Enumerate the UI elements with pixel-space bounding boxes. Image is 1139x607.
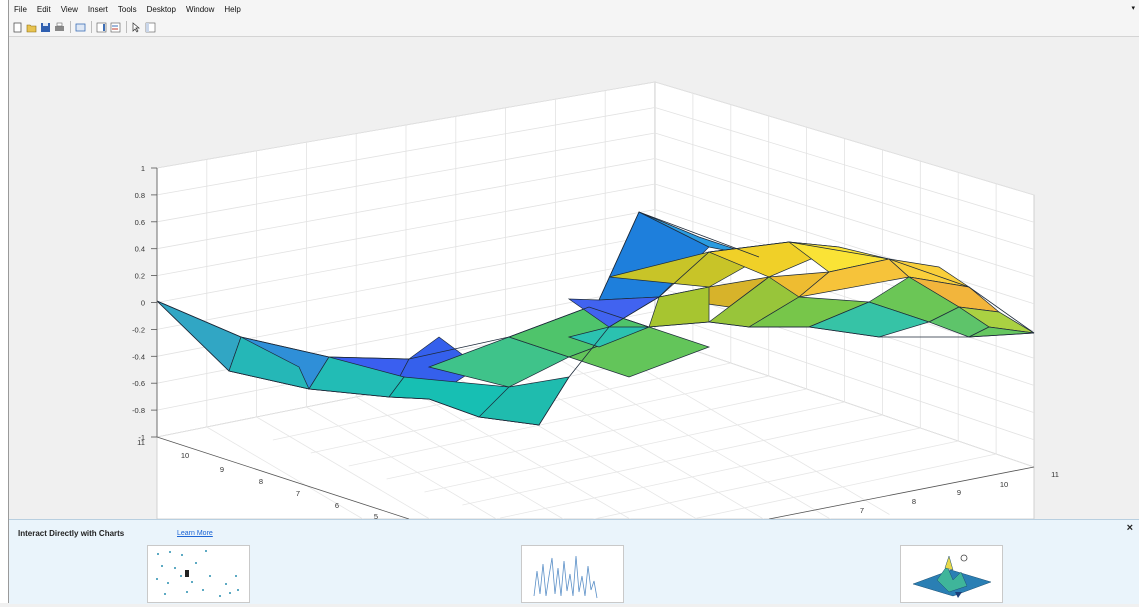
floor-grid-line (386, 388, 807, 480)
toolbar-separator (126, 21, 127, 33)
learn-more-link[interactable]: Learn More (177, 530, 213, 537)
z-grid-line (156, 132, 1035, 250)
menu-edit[interactable]: Edit (36, 4, 51, 14)
toolbar-separator (91, 21, 92, 33)
floor-grid-line (306, 406, 498, 519)
floor-grid-line (355, 396, 565, 519)
z-tick-label: 0.6 (135, 218, 145, 227)
menubar-overflow-icon[interactable]: ▾ (1131, 5, 1135, 12)
z-tick-label: -0.6 (132, 379, 145, 388)
z-grid-line (156, 158, 1035, 277)
z-tick-label: 0.8 (135, 191, 145, 200)
floor-grid-line (555, 356, 832, 519)
menu-help[interactable]: Help (224, 4, 241, 14)
toolbar-separator (70, 21, 71, 33)
insert-legend-icon[interactable] (109, 21, 121, 33)
floor-grid-line (604, 346, 890, 515)
surface-plot[interactable]: -1-0.8-0.6-0.4-0.200.20.40.60.8111109876… (9, 37, 1139, 519)
x-tick-label: 10 (1000, 480, 1008, 489)
menu-view[interactable]: View (60, 4, 78, 14)
menu-insert[interactable]: Insert (87, 4, 108, 14)
floor-grid-line (256, 416, 431, 519)
figure-toolbar (9, 18, 1139, 37)
floor-grid-line (348, 375, 769, 467)
print-icon[interactable] (53, 21, 65, 33)
z-tick-label: 1 (141, 164, 145, 173)
insert-colorbar-icon[interactable] (95, 21, 107, 33)
z-grid-line (156, 107, 1035, 223)
floor-grid-line (206, 426, 364, 519)
floor-grid-line (424, 401, 845, 493)
y-tick-label: 11 (137, 438, 145, 447)
link-plot-icon[interactable] (74, 21, 86, 33)
y-tick-label: 7 (296, 489, 300, 498)
x-tick-label: 11 (1051, 470, 1059, 479)
y-tick-label: 9 (220, 465, 224, 474)
z-tick-label: 0.4 (135, 245, 145, 254)
menu-bar: File Edit View Insert Tools Desktop Wind… (9, 0, 1139, 18)
save-icon[interactable] (39, 21, 51, 33)
mesh-line (156, 300, 540, 426)
menu-tools[interactable]: Tools (117, 4, 137, 14)
window-left-edge (0, 0, 9, 603)
surface-mesh[interactable] (156, 211, 1035, 426)
surface-rotate-thumbnail[interactable] (900, 545, 1003, 603)
floor-grid-line (592, 440, 959, 519)
axis-ticks: -1-0.8-0.6-0.4-0.200.20.40.60.8111109876… (132, 164, 1059, 519)
new-figure-icon[interactable] (11, 21, 23, 33)
mesh-line (538, 241, 1035, 426)
property-inspector-icon[interactable] (144, 21, 156, 33)
x-axis-line (768, 466, 1035, 519)
line-zoom-thumbnail[interactable] (521, 545, 624, 603)
z-tick-label: -0.4 (132, 352, 145, 361)
figure-area: -1 -0.8 -0.6 -0.4 -0.2 0 0.2 0.4 0.6 0.8 1 11 10 9 8 7 6… (9, 37, 1139, 519)
menu-window[interactable]: Window (185, 4, 215, 14)
z-tick-label: 0.2 (135, 272, 145, 281)
panel-title: Interact Directly with Charts (18, 529, 125, 538)
floor-grid-line (500, 427, 921, 519)
y-axis-line (156, 436, 410, 519)
z-grid-line (156, 81, 1035, 196)
z-tick-label: -0.2 (132, 325, 145, 334)
y-tick-label: 8 (259, 477, 263, 486)
floor-grid-line (690, 453, 997, 519)
z-tick-label: 0 (141, 299, 145, 308)
floor-grid-line (405, 386, 631, 519)
close-icon[interactable]: × (1126, 522, 1133, 534)
y-tick-label: 5 (374, 512, 378, 519)
scatter-data-tips-thumbnail[interactable] (147, 545, 250, 603)
edit-plot-icon[interactable] (130, 21, 142, 33)
y-tick-label: 6 (335, 501, 339, 510)
y-tick-label: 10 (181, 451, 189, 460)
z-tick-label: -1 (138, 433, 145, 442)
x-tick-label: 9 (957, 488, 961, 497)
mesh-line (156, 300, 1035, 360)
floor-grid-line (462, 414, 883, 506)
x-tick-label: 7 (860, 506, 864, 515)
mesh-line (598, 211, 760, 301)
x-tick-label: 8 (912, 497, 916, 506)
interact-tips-panel: Interact Directly with Charts Learn More… (9, 519, 1139, 604)
menu-desktop[interactable]: Desktop (146, 4, 176, 14)
z-tick-label: -0.8 (132, 406, 145, 415)
open-file-icon[interactable] (25, 21, 37, 33)
menu-file[interactable]: File (14, 4, 27, 14)
